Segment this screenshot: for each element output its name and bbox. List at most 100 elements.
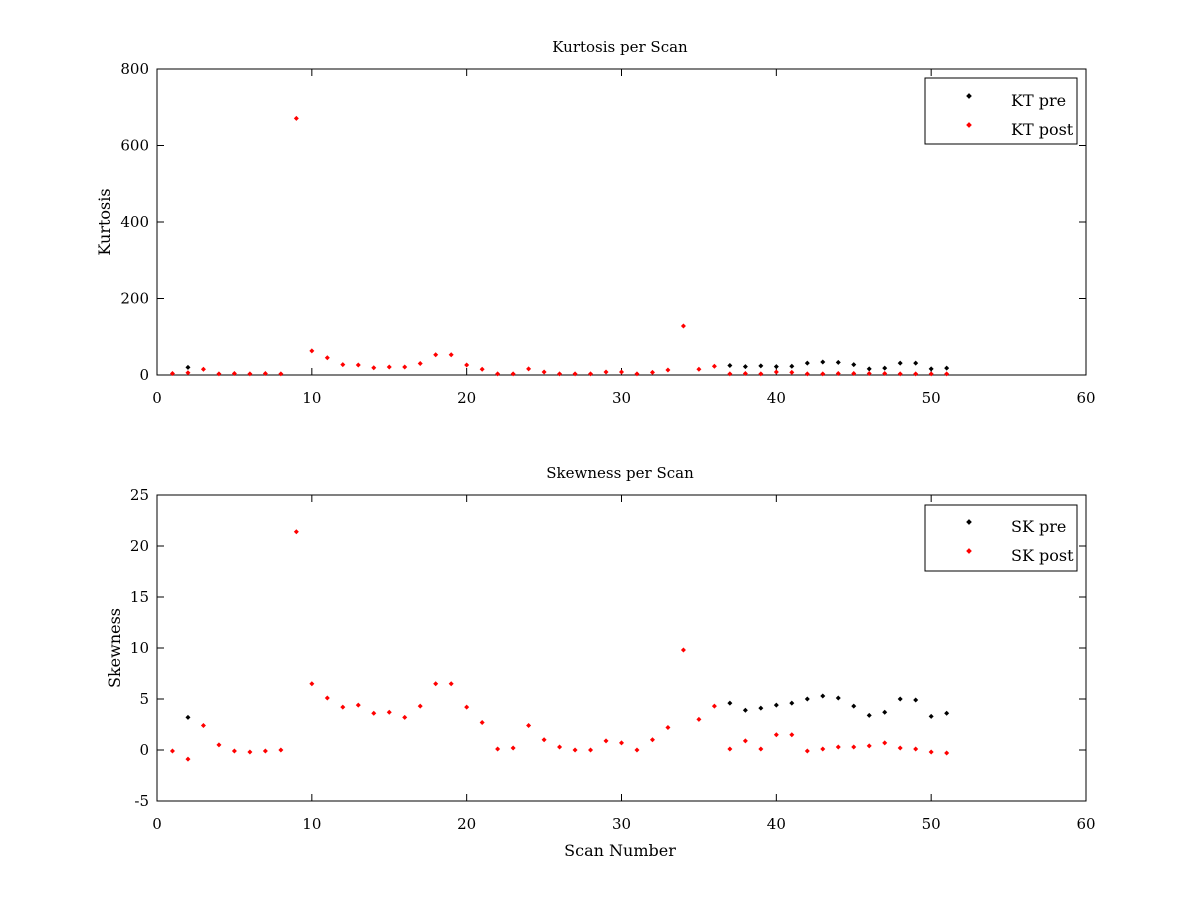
sk-post-point bbox=[557, 744, 563, 750]
sk-post-point bbox=[495, 746, 501, 752]
kt-post-point bbox=[324, 355, 330, 361]
sk-pre-point bbox=[897, 696, 903, 702]
kt-post-point bbox=[278, 371, 284, 377]
x-axis-label: Scan Number bbox=[564, 841, 676, 860]
skewness-chart: Skewness per Scan Skewness Scan Number 0… bbox=[105, 464, 1096, 860]
sk-post-point bbox=[944, 750, 950, 756]
sk-post-point bbox=[634, 747, 640, 753]
kt-pre-point bbox=[773, 364, 779, 370]
sk-pre-point bbox=[835, 695, 841, 701]
sk-post-point bbox=[371, 710, 377, 716]
y-tick-label: 25 bbox=[130, 486, 149, 504]
sk-post-point bbox=[680, 647, 686, 653]
sk-post-point bbox=[851, 744, 857, 750]
sk-post-point bbox=[835, 744, 841, 750]
kt-post-point bbox=[386, 364, 392, 370]
sk-post-point bbox=[417, 703, 423, 709]
sk-post-point bbox=[231, 748, 237, 754]
y-tick-label: 10 bbox=[130, 639, 149, 657]
y-tick-label: 600 bbox=[120, 137, 149, 155]
kt-pre-point bbox=[835, 359, 841, 365]
sk-pre-point bbox=[758, 705, 764, 711]
legend: KT pre KT post bbox=[924, 77, 1078, 145]
sk-post-point bbox=[619, 740, 624, 746]
sk-pre-point bbox=[789, 700, 795, 706]
kt-post-point bbox=[649, 369, 655, 375]
legend: SK pre SK post bbox=[924, 504, 1078, 572]
kt-pre-point bbox=[758, 363, 764, 369]
sk-pre-point bbox=[851, 703, 857, 709]
kt-pre-point bbox=[185, 364, 191, 370]
kt-post-point bbox=[355, 362, 361, 368]
kt-post-point bbox=[433, 352, 439, 358]
kt-post-point bbox=[882, 370, 888, 376]
kt-pre-point bbox=[789, 363, 795, 369]
sk-post-point bbox=[866, 743, 872, 749]
sk-post-point bbox=[433, 681, 439, 687]
y-tick-label: 0 bbox=[139, 741, 149, 759]
kt-post-point bbox=[851, 370, 857, 376]
sk-post-point bbox=[928, 749, 934, 755]
kt-post-point bbox=[262, 370, 268, 376]
y-tick-label: -5 bbox=[134, 792, 149, 810]
chart-title: Skewness per Scan bbox=[546, 464, 694, 482]
kt-post-point bbox=[526, 366, 532, 372]
legend-entry: KT post bbox=[1011, 120, 1074, 139]
sk-post-point bbox=[711, 703, 717, 709]
kt-post-point bbox=[216, 371, 222, 377]
y-tick-label: 200 bbox=[120, 290, 149, 308]
sk-post-point bbox=[742, 738, 748, 744]
x-tick-label: 0 bbox=[152, 389, 162, 407]
kt-post-point bbox=[634, 371, 640, 377]
kt-post-point bbox=[340, 362, 346, 368]
x-tick-label: 30 bbox=[612, 389, 631, 407]
kt-post-point bbox=[820, 371, 826, 377]
x-tick-label: 40 bbox=[767, 389, 786, 407]
data-points bbox=[169, 115, 950, 377]
sk-post-point bbox=[200, 723, 206, 729]
kt-post-point bbox=[944, 371, 950, 377]
legend-entry: SK pre bbox=[1011, 517, 1066, 536]
sk-post-point bbox=[479, 719, 485, 725]
sk-post-point bbox=[789, 732, 795, 738]
kt-pre-point bbox=[820, 359, 826, 365]
kt-post-point bbox=[758, 371, 764, 377]
sk-post-point bbox=[309, 681, 315, 687]
kt-post-point bbox=[510, 371, 516, 377]
legend-marker bbox=[966, 122, 972, 128]
sk-post-point bbox=[324, 695, 330, 701]
kt-post-point bbox=[711, 363, 717, 369]
sk-post-point bbox=[293, 529, 299, 535]
y-tick-label: 400 bbox=[120, 213, 149, 231]
kt-post-point bbox=[495, 371, 501, 377]
kt-pre-point bbox=[866, 366, 872, 372]
kt-post-point bbox=[557, 371, 563, 377]
sk-post-point bbox=[278, 747, 284, 753]
sk-post-point bbox=[185, 756, 191, 762]
sk-pre-point bbox=[928, 713, 934, 719]
x-tick-label: 50 bbox=[922, 815, 941, 833]
kt-pre-point bbox=[944, 365, 950, 371]
sk-post-point bbox=[820, 746, 826, 752]
y-tick-label: 20 bbox=[130, 537, 149, 555]
sk-pre-point bbox=[727, 700, 733, 706]
x-tick-label: 30 bbox=[612, 815, 631, 833]
kt-post-point bbox=[231, 370, 237, 376]
x-tick-label: 0 bbox=[152, 815, 162, 833]
kt-pre-point bbox=[928, 366, 934, 372]
sk-pre-point bbox=[866, 712, 872, 718]
sk-post-point bbox=[448, 681, 454, 687]
kt-post-point bbox=[200, 366, 206, 372]
sk-post-point bbox=[510, 745, 516, 751]
sk-post-point bbox=[649, 737, 655, 743]
sk-post-point bbox=[758, 746, 764, 752]
kt-post-point bbox=[680, 323, 686, 329]
x-tick-label: 60 bbox=[1076, 389, 1095, 407]
kt-post-point bbox=[402, 364, 408, 370]
kt-post-point bbox=[588, 371, 594, 377]
x-tick-label: 40 bbox=[767, 815, 786, 833]
sk-post-point bbox=[603, 738, 609, 744]
data-points bbox=[169, 529, 950, 762]
